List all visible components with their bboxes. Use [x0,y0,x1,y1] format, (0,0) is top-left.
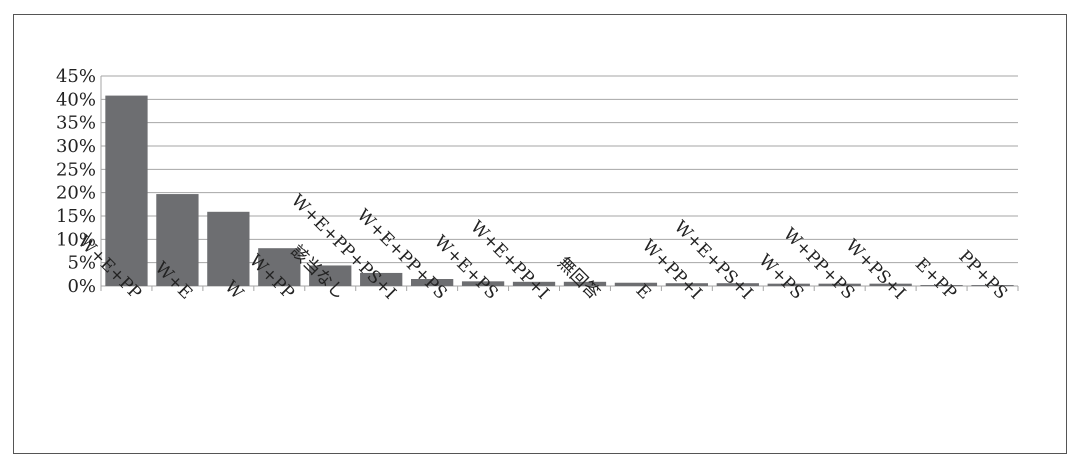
y-axis-ticks: 0%5% 10%15%20% 25%30%35% 40%45% [56,66,96,297]
bars [105,95,1014,287]
bar-0 [105,95,148,286]
bar-12 [716,283,759,286]
bar-11 [665,283,709,286]
bar-1 [156,194,199,286]
bar-8 [512,281,556,286]
y-tick-label: 30% [56,136,96,157]
bar-10 [614,282,658,286]
bar-5 [360,272,403,286]
y-tick-label: 10% [56,229,96,250]
y-tick-label: 15% [56,206,96,227]
x-tick-label: 無回答 [553,253,603,303]
bar-16 [920,285,963,287]
y-tick-label: 35% [56,113,96,134]
x-tick-label: E+PP [911,254,960,303]
bar-4 [309,265,352,286]
y-tick-label: 20% [56,183,96,204]
bar-17 [971,285,1014,287]
y-tick-label: 45% [56,66,96,87]
bar-2 [207,211,250,286]
bar-7 [461,281,505,286]
bar-13 [767,283,810,286]
y-tick-label: 5% [67,253,96,274]
bar-9 [563,281,607,286]
gridlines [100,75,1019,291]
y-tick-label: 40% [56,89,96,110]
x-tick-label: PP+PS [954,247,1011,304]
bar-15 [869,283,912,286]
bar-14 [818,283,861,286]
x-tick-label: W+E+PP+PS [353,206,451,304]
bar-6 [410,279,454,286]
bar-3 [258,248,301,286]
y-tick-label: 25% [56,159,96,180]
y-tick-label: 0% [67,276,96,297]
